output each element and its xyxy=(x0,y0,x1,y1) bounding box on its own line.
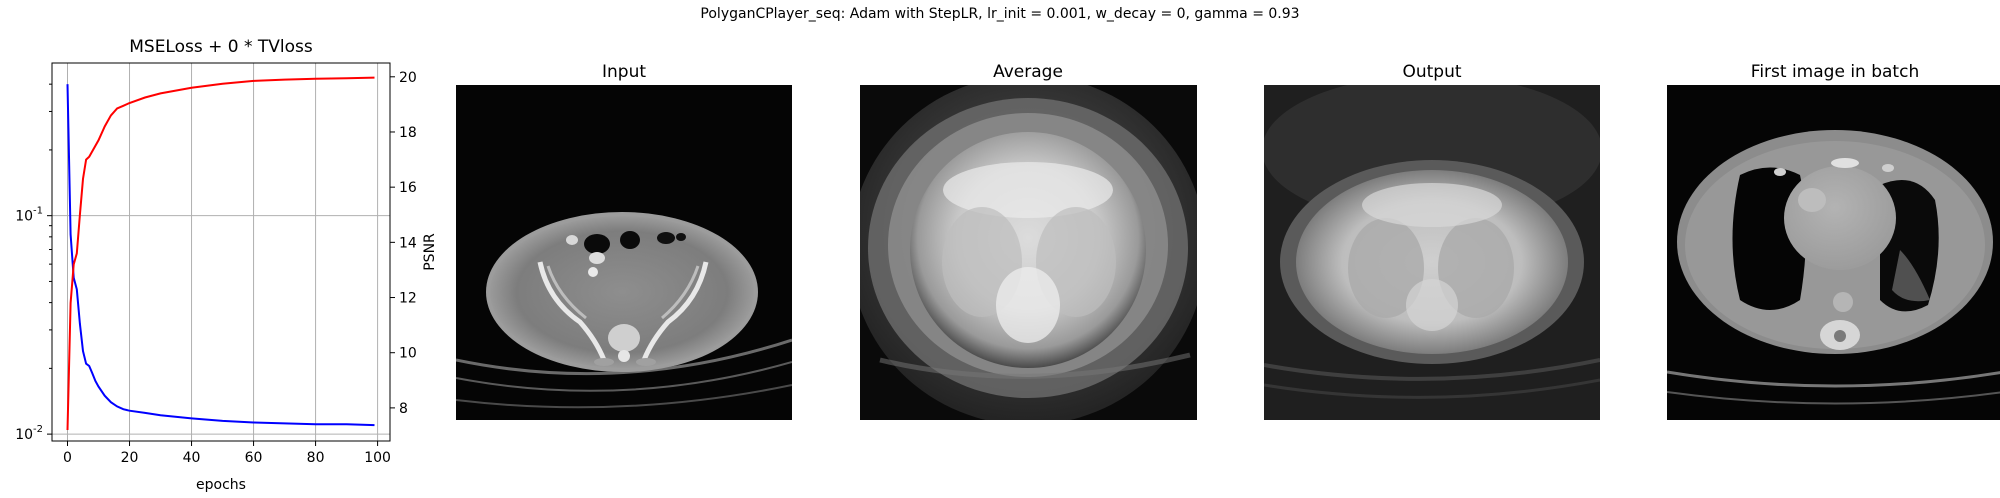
y2-tick-label: 20 xyxy=(399,70,417,86)
y2-axis-label: PSNR xyxy=(422,233,438,271)
y2-tick-label: 16 xyxy=(399,180,417,196)
panel-title-input: Input xyxy=(602,62,646,82)
x-tick-label: 0 xyxy=(63,450,72,466)
y2-axis-ticks: 8 10 12 14 16 18 20 xyxy=(390,70,417,417)
x-tick-label: 60 xyxy=(245,450,263,466)
loss-psnr-chart: MSELoss + 0 * TVloss 0 20 40 60 80 100 10-110… xyxy=(15,37,438,493)
x-tick-label: 40 xyxy=(183,450,201,466)
panel-image-average xyxy=(860,85,1197,420)
y-tick-label: 10-2 xyxy=(15,424,43,443)
panel-image-first-in-batch xyxy=(1667,85,2000,420)
x-tick-label: 20 xyxy=(121,450,139,466)
y2-tick-label: 18 xyxy=(399,125,417,141)
x-tick-label: 100 xyxy=(364,450,391,466)
panel-image-input xyxy=(456,85,792,420)
panel-title-first-image: First image in batch xyxy=(1751,62,1919,82)
figure-suptitle: PolyganCPlayer_seq: Adam with StepLR, lr… xyxy=(700,6,1300,22)
x-tick-label: 80 xyxy=(307,450,325,466)
panel-title-average: Average xyxy=(993,62,1063,82)
y2-tick-label: 10 xyxy=(399,346,417,362)
series-layer xyxy=(66,76,375,431)
y2-tick-label: 12 xyxy=(399,291,417,307)
plot-frame xyxy=(51,62,391,442)
y-axis-ticks: 10-1 10-2 xyxy=(15,83,52,443)
panel-title-output: Output xyxy=(1402,62,1461,82)
y2-tick-label: 14 xyxy=(399,235,417,251)
grid xyxy=(52,63,390,441)
chart-title: MSELoss + 0 * TVloss xyxy=(129,37,313,57)
panel-image-output xyxy=(1264,85,1600,420)
x-axis-label: epochs xyxy=(196,477,246,493)
loss-line xyxy=(66,84,375,427)
psnr-line xyxy=(66,76,375,431)
y2-tick-label: 8 xyxy=(399,401,408,417)
y-tick-label: 10-1 xyxy=(15,206,43,225)
x-axis-ticks: 0 20 40 60 80 100 xyxy=(63,441,391,466)
